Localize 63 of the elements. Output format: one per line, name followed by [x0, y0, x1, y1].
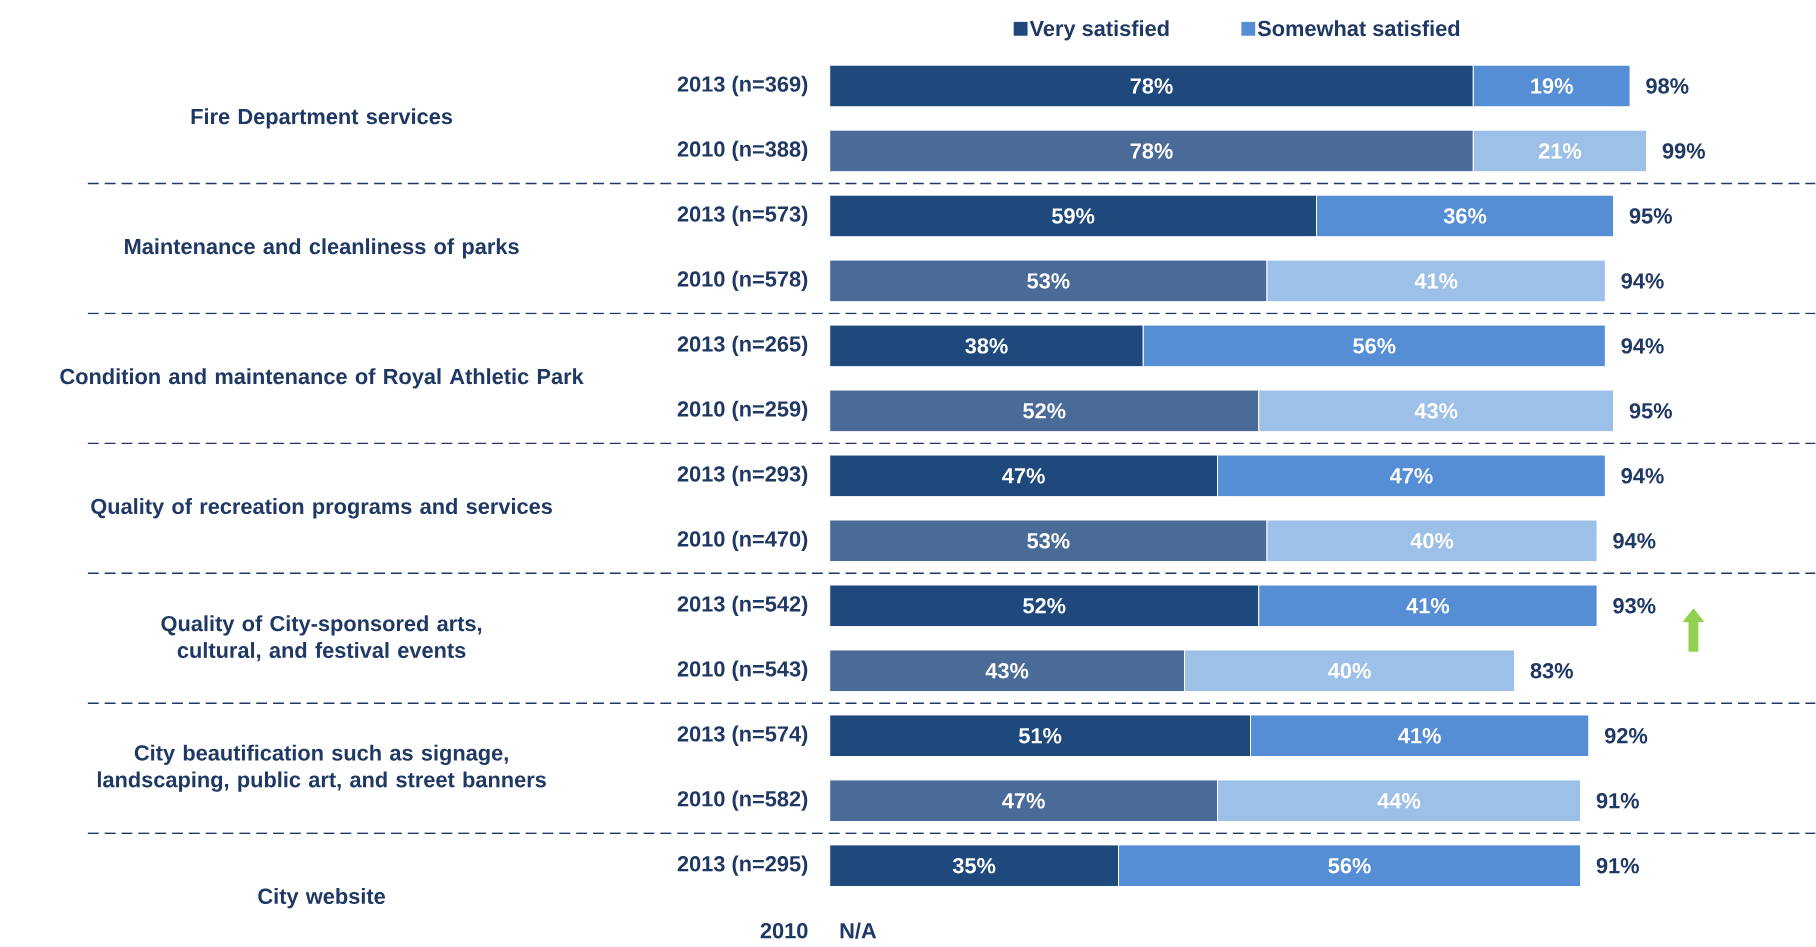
- data-label: 47%: [1002, 793, 1045, 809]
- data-label: 47%: [1002, 468, 1045, 484]
- text: Maintenance and cleanliness of parks: [125, 238, 519, 259]
- y-tick-label: 2013 (n=265): [677, 335, 808, 357]
- data-label: 43%: [1414, 403, 1458, 419]
- text: Fire Department services: [191, 108, 453, 129]
- data-label: 41%: [1398, 728, 1441, 744]
- text: Condition and maintenance of Royal Athletic Park: [60, 368, 584, 389]
- data-label: 52%: [1023, 598, 1066, 614]
- y-tick-label: 2010 (n=582): [677, 790, 808, 811]
- y-tick-label: 2010 (n=543): [677, 660, 808, 681]
- legend-label: Somewhat satisfied: [1257, 20, 1460, 37]
- y-tick-label: 2010: [760, 923, 808, 939]
- data-label: 43%: [985, 663, 1029, 679]
- total-label: 94%: [1621, 468, 1664, 484]
- data-label: 36%: [1443, 208, 1487, 224]
- total-label: 94%: [1613, 533, 1656, 549]
- total-label: 95%: [1629, 208, 1672, 224]
- data-label: 78%: [1130, 143, 1173, 159]
- data-label: 52%: [1023, 403, 1066, 419]
- y-tick-label: 2010 (n=578): [677, 270, 808, 292]
- y-tick-label: 2013 (n=542): [677, 595, 808, 616]
- data-label: 53%: [1027, 533, 1070, 549]
- y-tick-label: 2010 (n=259): [677, 400, 808, 422]
- data-label: 38%: [965, 338, 1008, 354]
- total-label: 93%: [1613, 598, 1656, 614]
- data-label: 53%: [1027, 273, 1070, 289]
- total-label: 91%: [1596, 858, 1639, 874]
- y-tick-label: 2013 (n=295): [677, 855, 808, 876]
- data-label: 56%: [1353, 338, 1396, 354]
- total-label: 91%: [1596, 793, 1639, 809]
- data-label: 78%: [1130, 78, 1173, 94]
- y-tick-label: 2010 (n=388): [677, 140, 808, 162]
- data-label: 44%: [1377, 793, 1421, 809]
- data-label: 21%: [1538, 143, 1582, 159]
- y-tick-label: 2013 (n=369): [677, 75, 808, 97]
- total-label: 95%: [1629, 403, 1672, 419]
- total-label: 94%: [1621, 338, 1664, 354]
- y-tick-label: 2010 (n=470): [677, 530, 808, 552]
- text: City beautification such as signage, landscaping, public art, and street banners: [97, 744, 546, 792]
- y-tick-label: 2013 (n=293): [677, 465, 808, 487]
- y-tick-label: 2013 (n=573): [677, 205, 808, 227]
- y-tick-label: 2013 (n=574): [677, 725, 808, 746]
- data-label: 40%: [1328, 663, 1371, 679]
- total-label: 94%: [1621, 273, 1664, 289]
- total-label: 92%: [1604, 728, 1648, 744]
- legend-label: Very satisfied: [1029, 20, 1169, 41]
- data-label: 40%: [1410, 533, 1454, 549]
- data-label: 56%: [1328, 858, 1371, 874]
- text: City website: [258, 888, 386, 909]
- data-label: 35%: [952, 858, 996, 874]
- data-label: 47%: [1389, 468, 1433, 484]
- data-label: 51%: [1018, 728, 1062, 744]
- data-label: 41%: [1406, 598, 1450, 614]
- annotation: N/A: [840, 922, 877, 939]
- data-label: 19%: [1531, 78, 1573, 94]
- total-label: 98%: [1646, 78, 1689, 94]
- data-label: 41%: [1414, 273, 1458, 289]
- data-label: 59%: [1051, 208, 1095, 224]
- text: Quality of recreation programs and services: [91, 498, 552, 519]
- text: Quality of City-sponsored arts, cultural, and festival events: [161, 615, 482, 662]
- total-label: 99%: [1662, 143, 1705, 159]
- total-label: 83%: [1530, 663, 1573, 679]
